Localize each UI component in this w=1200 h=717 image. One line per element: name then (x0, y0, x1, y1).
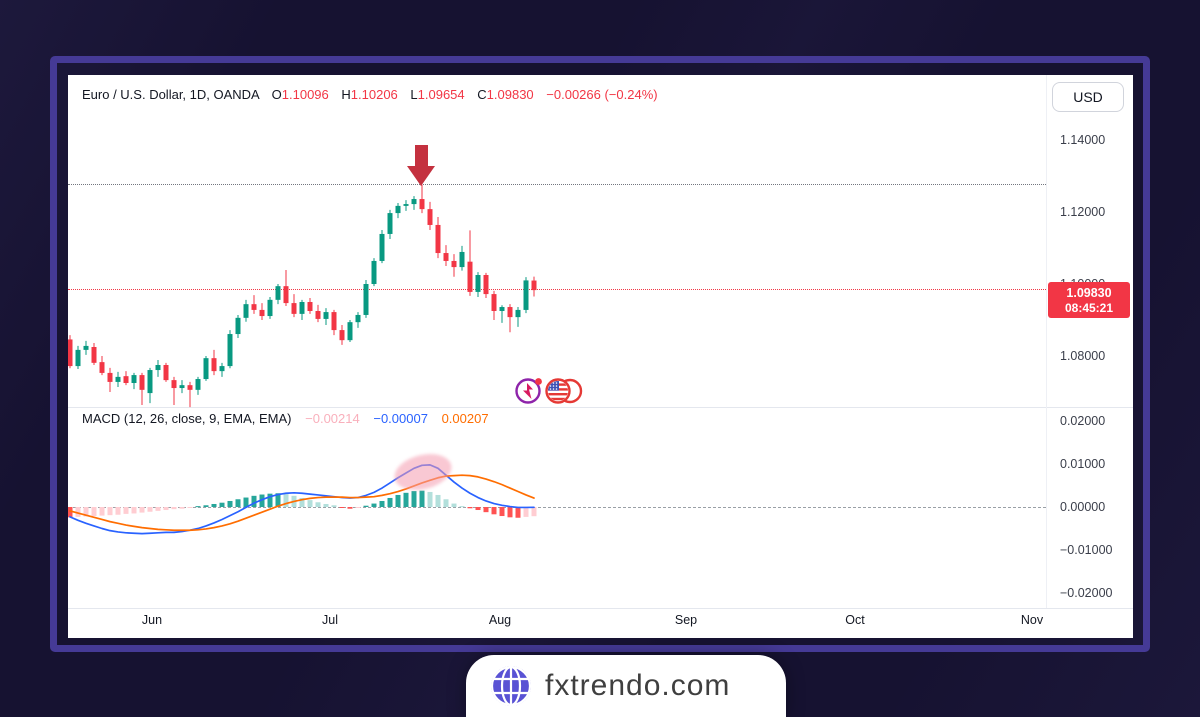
brand-text: fxtrendo.com (545, 669, 731, 702)
month-label-nov: Nov (1020, 613, 1044, 627)
down-arrow-annotation (407, 145, 436, 186)
currency-usd-button[interactable]: USD (1052, 82, 1124, 112)
macd-histogram-layer (68, 490, 537, 518)
macd-legend-label: MACD (12, 26, close, 9, EMA, EMA) (82, 411, 292, 426)
macd-signal-line (69, 474, 535, 532)
macd-tick-0.00000: 0.00000 (1060, 500, 1106, 514)
macd-histogram-value: −0.00214 (305, 411, 360, 426)
macd-line-value: −0.00007 (373, 411, 428, 426)
macd-tick-0.01000: 0.01000 (1060, 457, 1106, 471)
fxtrendo-brand-badge[interactable]: fxtrendo.com (466, 655, 786, 717)
macd-legend: MACD (12, 26, close, 9, EMA, EMA) −0.002… (82, 411, 489, 426)
ohlc-open: O1.10096 (271, 87, 329, 102)
symbol-title: Euro / U.S. Dollar, 1D, OANDA (82, 87, 260, 102)
globe-icon (490, 665, 532, 707)
badge-price: 1.09830 (1066, 285, 1112, 300)
price-tick-1.14000: 1.14000 (1060, 133, 1106, 147)
macd-tick-0.02000: 0.02000 (1060, 414, 1106, 428)
crossover-highlight-ellipse (390, 448, 456, 496)
ohlc-close: C1.09830 (477, 87, 534, 102)
macd-zero-line (68, 507, 1046, 508)
current-price-dotted-line (68, 289, 1046, 290)
macd-line (69, 464, 535, 535)
month-label-aug: Aug (488, 613, 512, 627)
us-flag-event-icon (545, 378, 583, 404)
candles-layer (68, 184, 537, 408)
chart-frame (50, 56, 1150, 652)
chart-card[interactable]: Euro / U.S. Dollar, 1D, OANDA O1.10096 H… (68, 75, 1133, 638)
macd-tick-−0.01000: −0.01000 (1060, 543, 1113, 557)
price-and-macd-plot[interactable] (68, 75, 1133, 638)
month-label-sep: Sep (674, 613, 698, 627)
month-label-jul: Jul (322, 613, 338, 627)
month-label-oct: Oct (845, 613, 865, 627)
time-axis[interactable]: Jun Jul Aug Sep Oct Nov (68, 611, 1046, 638)
flash-event-icon (515, 378, 542, 404)
ohlc-low: L1.09654 (410, 87, 465, 102)
price-change: −0.00266 (−0.24%) (546, 87, 658, 102)
price-tick-1.12000: 1.12000 (1060, 205, 1106, 219)
month-label-jun: Jun (141, 613, 163, 627)
time-axis-divider (68, 608, 1133, 609)
price-axis-divider (1046, 75, 1047, 608)
pane-divider (68, 407, 1133, 408)
current-price-badge[interactable]: 1.09830 08:45:21 (1048, 282, 1130, 318)
economic-event-icons[interactable] (514, 375, 584, 407)
symbol-legend: Euro / U.S. Dollar, 1D, OANDA O1.10096 H… (82, 87, 658, 102)
resistance-dotted-line (68, 184, 1046, 185)
ohlc-high: H1.10206 (341, 87, 398, 102)
price-tick-1.08000: 1.08000 (1060, 349, 1106, 363)
macd-signal-value: 0.00207 (441, 411, 489, 426)
macd-tick-−0.02000: −0.02000 (1060, 586, 1113, 600)
badge-countdown: 08:45:21 (1064, 300, 1114, 315)
